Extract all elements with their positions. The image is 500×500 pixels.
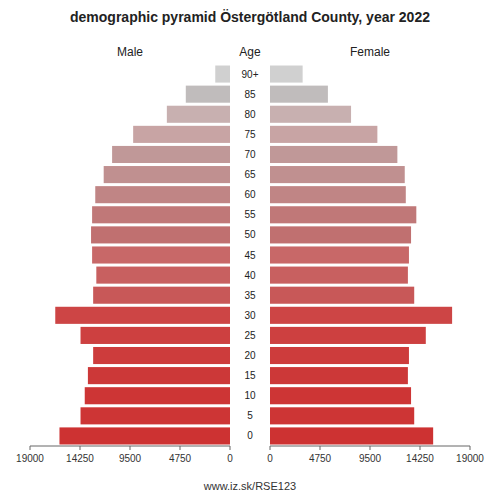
tick [180, 446, 181, 450]
tick-label: 4750 [309, 453, 332, 464]
bar [91, 226, 230, 243]
bar [88, 367, 230, 384]
bar [81, 407, 230, 424]
category-label: 5 [247, 410, 253, 421]
bar [92, 246, 230, 263]
tick-label: 4750 [169, 453, 192, 464]
tick-label: 9500 [359, 453, 382, 464]
tick [270, 446, 271, 450]
tick [30, 446, 31, 450]
tick [130, 446, 131, 450]
bar [270, 347, 409, 364]
bar [270, 226, 411, 243]
bar [270, 307, 452, 324]
category-label: 25 [244, 330, 256, 341]
bar [270, 267, 408, 284]
tick [80, 446, 81, 450]
axis-label: Age [239, 45, 261, 59]
bar [270, 387, 411, 404]
category-label: 55 [244, 209, 256, 220]
bar [95, 186, 230, 203]
tick-label: 0 [227, 453, 233, 464]
category-label: 35 [244, 290, 256, 301]
bars [270, 66, 452, 445]
bar [270, 86, 328, 103]
bars [55, 66, 230, 445]
bar [104, 166, 230, 183]
category-label: 30 [244, 310, 256, 321]
tick [230, 446, 231, 450]
tick-label: 19000 [16, 453, 44, 464]
tick [470, 446, 471, 450]
category-label: 80 [244, 109, 256, 120]
bar [270, 186, 406, 203]
bar [93, 287, 230, 304]
bar [270, 427, 433, 444]
bar [270, 106, 351, 123]
bar [167, 106, 230, 123]
bar [270, 146, 397, 163]
category-label: 90+ [242, 69, 259, 80]
bar [270, 126, 377, 143]
tick-label: 0 [267, 453, 273, 464]
tick-label: 19000 [456, 453, 484, 464]
category-label: 45 [244, 250, 256, 261]
bar [112, 146, 230, 163]
category-label: 10 [244, 390, 256, 401]
annotation: www.iz.sk/RSE123 [203, 480, 296, 492]
bar [270, 407, 414, 424]
bar [55, 307, 230, 324]
panel-title: Male [117, 45, 143, 59]
bar [270, 327, 426, 344]
bar [270, 287, 414, 304]
bar [96, 267, 230, 284]
category-label: 50 [244, 229, 256, 240]
bar [215, 66, 230, 83]
bar [133, 126, 230, 143]
bar [270, 166, 405, 183]
bar [270, 66, 303, 83]
tick [320, 446, 321, 450]
category-label: 85 [244, 89, 256, 100]
bar [270, 367, 408, 384]
chart: demographic pyramid Östergötland County,… [0, 0, 500, 500]
bar [81, 327, 230, 344]
category-label: 0 [247, 430, 253, 441]
category-label: 70 [244, 149, 256, 160]
bar [93, 347, 230, 364]
bar [92, 206, 230, 223]
category-label: 75 [244, 129, 256, 140]
category-label: 15 [244, 370, 256, 381]
tick [420, 446, 421, 450]
category-label: 40 [244, 270, 256, 281]
tick [370, 446, 371, 450]
title: demographic pyramid Östergötland County,… [70, 9, 430, 25]
bar [270, 206, 416, 223]
bar [270, 246, 409, 263]
bar [59, 427, 230, 444]
category-label: 65 [244, 169, 256, 180]
category-label: 60 [244, 189, 256, 200]
tick-label: 14250 [406, 453, 434, 464]
panel-title: Female [350, 45, 390, 59]
bar [186, 86, 230, 103]
bar [85, 387, 230, 404]
tick-label: 9500 [119, 453, 142, 464]
category-label: 20 [244, 350, 256, 361]
tick-label: 14250 [66, 453, 94, 464]
